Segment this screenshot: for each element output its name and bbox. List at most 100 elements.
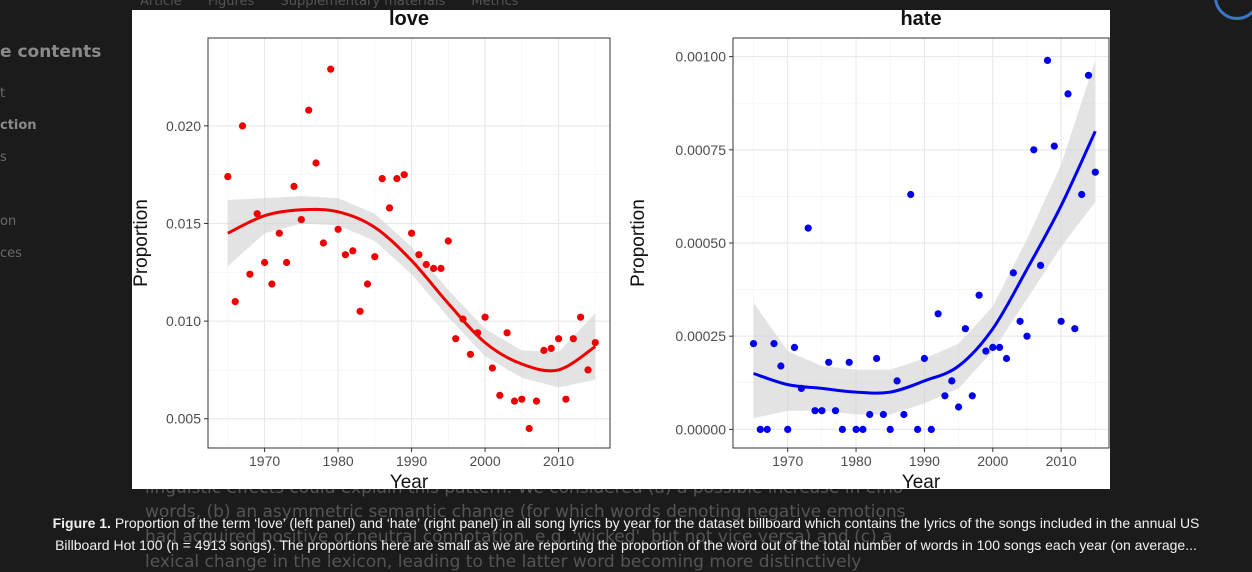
data-point bbox=[532, 397, 541, 405]
data-point bbox=[518, 395, 526, 403]
caption-label: Figure 1. bbox=[52, 515, 111, 531]
data-point bbox=[452, 335, 460, 343]
data-point bbox=[784, 425, 792, 433]
data-point bbox=[811, 407, 819, 415]
data-point bbox=[547, 344, 555, 352]
data-point bbox=[503, 329, 511, 337]
data-point bbox=[371, 253, 379, 261]
y-axis-label: Proportion bbox=[132, 199, 152, 287]
corner-widget[interactable] bbox=[1214, 0, 1252, 20]
data-point bbox=[349, 247, 357, 255]
data-point bbox=[1023, 332, 1031, 340]
data-point bbox=[831, 407, 840, 415]
chart-panel-hate: 1970 1980 1990 2000 2010 0.00000 0.00025 0.0005… bbox=[628, 10, 1110, 489]
data-point bbox=[1050, 142, 1058, 150]
data-point bbox=[825, 358, 833, 366]
background-text-line: had acquired positive or neutral connota… bbox=[145, 527, 893, 547]
data-point bbox=[996, 343, 1004, 351]
x-tick-label: 1970 bbox=[249, 453, 280, 469]
data-point bbox=[886, 425, 894, 433]
y-tick-label: 0.015 bbox=[166, 215, 201, 231]
data-point bbox=[920, 354, 929, 363]
y-tick-label: 0.00000 bbox=[675, 421, 726, 437]
x-tick-label: 2010 bbox=[543, 453, 574, 469]
x-tick-label: 2000 bbox=[469, 453, 500, 469]
data-point bbox=[562, 395, 570, 403]
data-point bbox=[1078, 190, 1086, 199]
data-point bbox=[1016, 317, 1024, 325]
data-point bbox=[224, 173, 232, 181]
toc-item[interactable]: t bbox=[0, 86, 6, 101]
data-point bbox=[488, 364, 496, 372]
data-point bbox=[1037, 261, 1045, 269]
background-text-line: words, (b) an asymmetric semantic change… bbox=[145, 502, 906, 522]
data-point bbox=[1009, 269, 1017, 277]
data-point bbox=[540, 346, 548, 354]
data-point bbox=[319, 239, 327, 247]
data-point bbox=[1091, 168, 1099, 176]
data-point bbox=[297, 216, 305, 224]
data-point bbox=[437, 264, 445, 272]
chart-title: hate bbox=[900, 10, 941, 30]
data-point bbox=[879, 410, 888, 419]
data-point bbox=[852, 425, 860, 433]
data-point bbox=[777, 362, 785, 370]
tab-article[interactable]: Article bbox=[140, 0, 182, 9]
data-point bbox=[968, 392, 976, 400]
data-point bbox=[961, 325, 970, 333]
data-point bbox=[756, 425, 764, 433]
smooth-line bbox=[227, 207, 597, 373]
chart-panel-love: 1970 1980 1990 2000 2010 0.005 0.010 0.015 0.020… bbox=[132, 10, 611, 489]
data-point bbox=[356, 307, 364, 315]
data-point bbox=[1043, 56, 1052, 64]
data-point bbox=[948, 377, 956, 385]
figure-image[interactable]: 1970 1980 1990 2000 2010 0.005 0.010 0.015 0.020… bbox=[132, 10, 1110, 489]
data-point bbox=[334, 225, 342, 233]
data-point bbox=[496, 391, 504, 399]
data-point bbox=[422, 260, 430, 269]
y-tick-label: 0.00025 bbox=[675, 328, 726, 344]
y-tick-label: 0.010 bbox=[166, 313, 201, 329]
data-point bbox=[1030, 146, 1038, 154]
data-point bbox=[555, 335, 563, 343]
confidence-band bbox=[753, 60, 1096, 419]
data-point bbox=[845, 358, 853, 366]
data-point bbox=[584, 366, 592, 374]
data-point bbox=[989, 343, 997, 351]
toc-item-active[interactable]: ction bbox=[0, 118, 37, 133]
caption-text-line1: Proportion of the term ‘love’ (left pane… bbox=[110, 515, 1200, 531]
toc-item[interactable]: ces bbox=[0, 246, 22, 261]
data-point bbox=[1064, 90, 1072, 98]
data-point bbox=[763, 425, 771, 433]
data-point bbox=[749, 340, 758, 348]
y-tick-label: 0.00050 bbox=[675, 235, 726, 251]
data-point bbox=[363, 280, 372, 288]
toc-item[interactable]: s bbox=[0, 150, 7, 165]
data-point bbox=[790, 343, 799, 351]
data-point bbox=[261, 258, 269, 267]
data-point bbox=[818, 407, 826, 415]
data-point bbox=[577, 313, 585, 321]
data-point bbox=[873, 354, 881, 363]
x-tick-label: 1990 bbox=[396, 453, 427, 469]
toc-item[interactable]: on bbox=[0, 214, 17, 229]
figure-caption: Figure 1. Proportion of the term ‘love’ … bbox=[0, 512, 1252, 556]
data-point bbox=[1084, 71, 1093, 79]
data-point bbox=[1057, 317, 1065, 325]
data-point bbox=[393, 175, 401, 183]
tab-metrics[interactable]: Metrics bbox=[471, 0, 519, 9]
x-tick-label: 1990 bbox=[909, 453, 940, 469]
data-point bbox=[893, 377, 901, 385]
data-point bbox=[934, 310, 942, 318]
tab-supplementary[interactable]: Supplementary materials bbox=[280, 0, 446, 9]
data-point bbox=[955, 403, 963, 411]
data-point bbox=[444, 237, 452, 245]
data-point bbox=[327, 65, 335, 73]
data-point bbox=[1002, 354, 1011, 363]
data-point bbox=[510, 397, 519, 405]
data-point bbox=[275, 229, 283, 237]
tab-figures[interactable]: Figures bbox=[207, 0, 255, 9]
data-point bbox=[569, 335, 577, 343]
y-tick-label: 0.020 bbox=[166, 118, 201, 134]
plot-area bbox=[208, 38, 610, 448]
